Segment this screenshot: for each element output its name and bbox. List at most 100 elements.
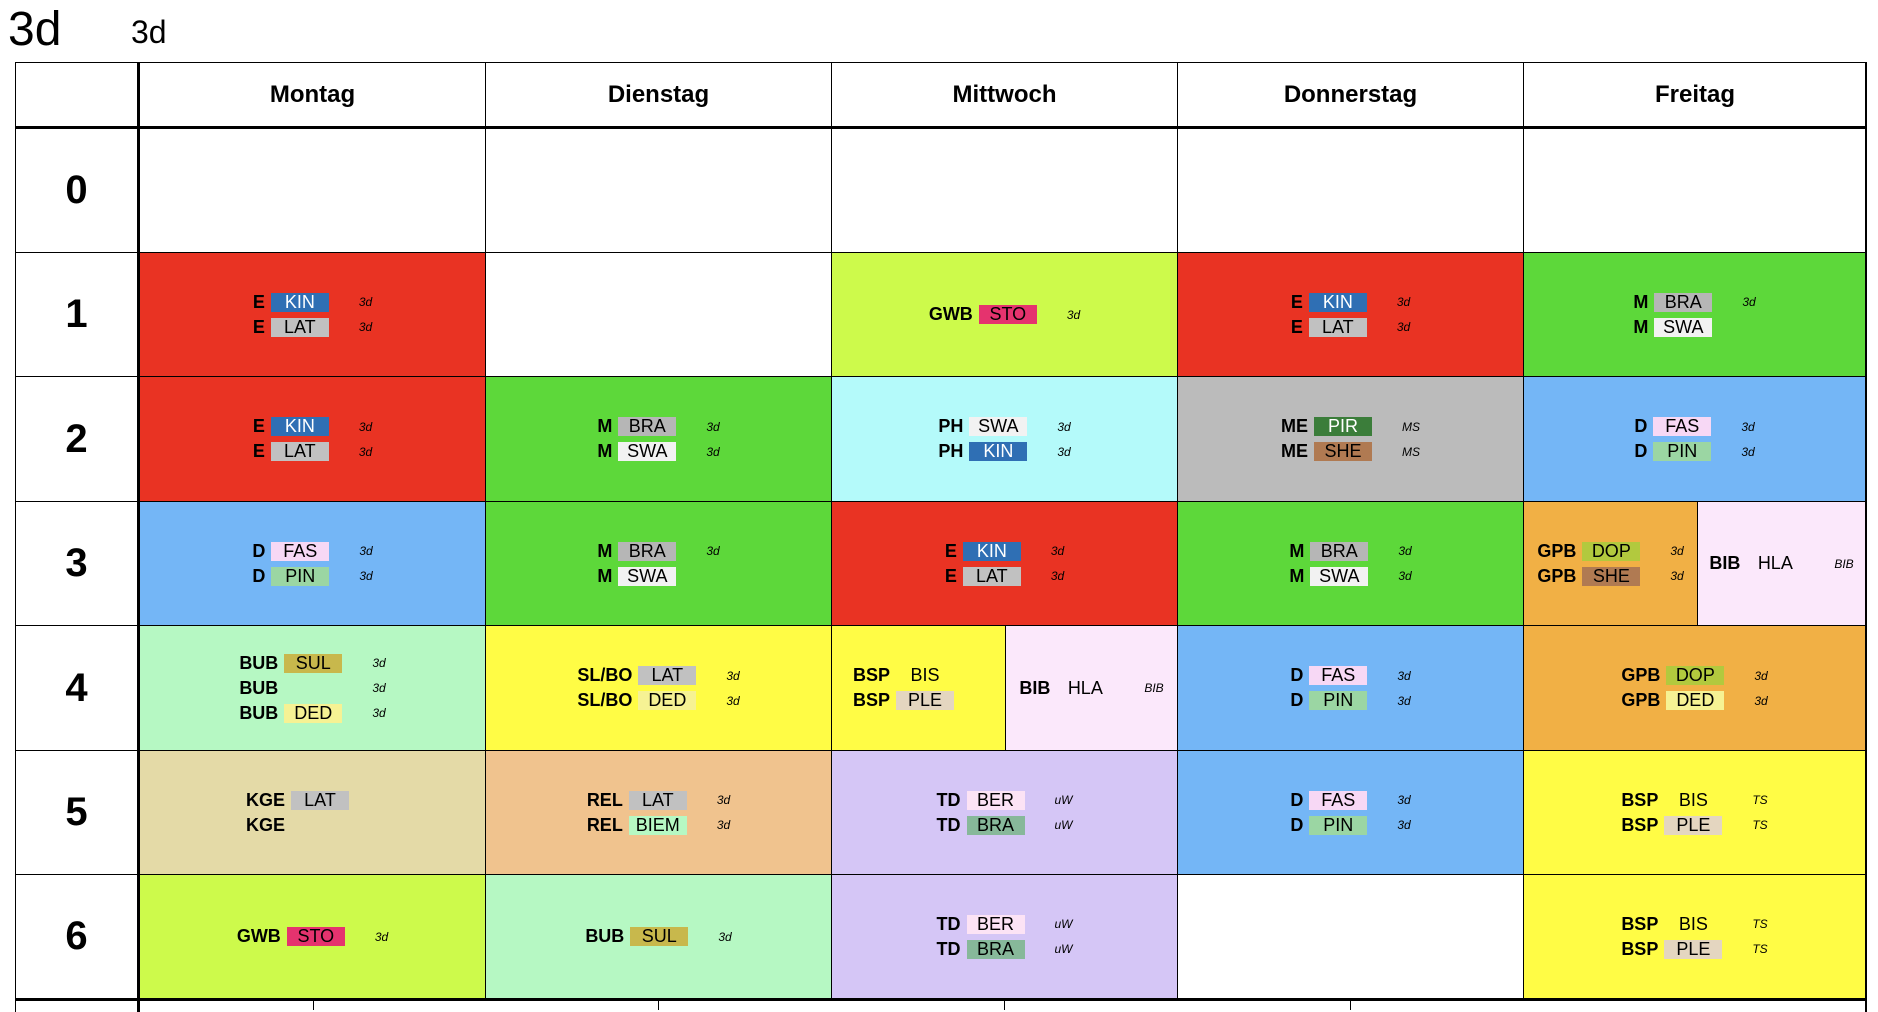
lesson-cell-di-5[interactable]: REL LAT 3d REL BIEM 3d — [486, 751, 832, 875]
next-row-divider — [313, 1000, 314, 1010]
class-code: 3d — [706, 544, 720, 558]
lesson-cell-mi-3[interactable]: E KIN 3d E LAT 3d — [832, 502, 1178, 626]
class-code: uW — [1054, 818, 1073, 832]
subject-code: TD — [936, 938, 961, 959]
teacher-code: BRA — [1654, 292, 1713, 312]
teacher-code: DOP — [1666, 666, 1725, 685]
lesson-line: BSP BIS TS — [1621, 914, 1767, 935]
day-header-montag: Montag — [140, 63, 486, 126]
lesson-cell-fr-4[interactable]: GPB DOP 3d GPB DED 3d — [1524, 626, 1866, 751]
class-code: 3d — [1050, 569, 1065, 583]
lesson-line: KGE — [246, 815, 379, 836]
lesson-cell-do-5[interactable]: D FAS 3d D PIN 3d — [1178, 751, 1524, 875]
lesson-cell-do-2[interactable]: ME PIR MS ME SHE MS — [1178, 377, 1524, 502]
teacher-code: BIS — [1678, 913, 1708, 934]
class-code: 3d — [716, 818, 731, 832]
class-code: 3d — [1741, 444, 1755, 459]
period-1: 1 — [16, 253, 137, 377]
subject-code: BUB — [239, 702, 279, 723]
day-header-freitag: Freitag — [1654, 80, 1735, 108]
subject-code: SL/BO — [577, 665, 633, 685]
lesson-cell-mi-4b[interactable]: BIB HLA BIB — [1006, 626, 1178, 751]
lesson-cell-fr-1[interactable]: M BRA 3d M SWA — [1524, 253, 1866, 377]
lesson-lines: TD BER uW TD BRA uW — [937, 914, 1073, 960]
subject-code: D — [252, 565, 266, 586]
class-code: 3d — [1050, 544, 1065, 558]
teacher-code: PIN — [1309, 815, 1368, 835]
subject-code: BUB — [239, 652, 279, 673]
empty-cell — [140, 129, 486, 253]
teacher-code: PLE — [1664, 939, 1723, 959]
class-code: 3d — [374, 929, 389, 944]
period-0: 0 — [16, 129, 137, 253]
lesson-line: TD BRA uW — [937, 815, 1073, 836]
lesson-line: E LAT 3d — [1291, 317, 1410, 338]
class-code: 3d — [358, 320, 373, 334]
lesson-cell-di-4[interactable]: SL/BO LAT 3d SL/BO DED 3d — [486, 626, 832, 751]
subject-code: REL — [586, 789, 623, 810]
lesson-cell-fr-3b[interactable]: BIB HLA BIB — [1698, 502, 1866, 626]
lesson-cell-mo-4[interactable]: BUB SUL 3d BUB 3d BUB DED 3d — [140, 626, 486, 751]
subject-code: BUB — [585, 926, 625, 946]
class-subtitle: 3d — [131, 14, 167, 50]
lesson-line: GPB SHE 3d — [1537, 566, 1684, 587]
subject-code: D — [252, 540, 266, 561]
teacher-code: SWA — [618, 442, 677, 461]
lesson-lines: E KIN 3d E LAT 3d — [253, 292, 372, 338]
lesson-lines: GPB DOP 3d GPB DED 3d — [1621, 665, 1768, 711]
subject-code: BSP — [852, 690, 890, 710]
lesson-line: BSP BIS — [853, 665, 984, 686]
subject-code: GPB — [1621, 690, 1661, 710]
lesson-lines: D FAS 3d D PIN 3d — [1290, 665, 1411, 711]
lesson-line: D PIN 3d — [1290, 814, 1411, 836]
right-edge — [1865, 62, 1867, 1012]
class-code: BIB — [1834, 556, 1854, 571]
lesson-cell-mo-5[interactable]: KGE LAT KGE — [140, 751, 486, 875]
lesson-lines: E KIN 3d E LAT 3d — [253, 416, 372, 462]
class-code: 3d — [1670, 569, 1684, 583]
class-code: uW — [1054, 917, 1073, 931]
lesson-lines: D FAS 3d D PIN 3d — [1290, 790, 1411, 836]
lesson-lines: BIB HLA BIB — [1709, 553, 1853, 574]
lesson-cell-mi-5[interactable]: TD BER uW TD BRA uW — [832, 751, 1178, 875]
lesson-cell-mi-2[interactable]: PH SWA 3d PH KIN 3d — [832, 377, 1178, 502]
class-code: MS — [1402, 419, 1420, 434]
subject-code: E — [252, 416, 265, 436]
teacher-code: BRA — [1310, 541, 1369, 561]
subject-code: D — [1290, 814, 1304, 835]
lesson-cell-di-3[interactable]: M BRA 3d M SWA — [486, 502, 832, 626]
lesson-cell-fr-3a[interactable]: GPB DOP 3d GPB SHE 3d — [1524, 502, 1698, 626]
subject-code: GPB — [1537, 540, 1577, 561]
teacher-code: PIN — [1309, 691, 1368, 710]
lesson-cell-do-4[interactable]: D FAS 3d D PIN 3d — [1178, 626, 1524, 751]
lesson-cell-mi-6[interactable]: TD BER uW TD BRA uW — [832, 875, 1178, 999]
teacher-code: SHE — [1314, 442, 1372, 461]
lesson-cell-fr-6[interactable]: BSP BIS TS BSP PLE TS — [1524, 875, 1866, 999]
teacher-code: HLA — [1067, 677, 1103, 698]
lesson-cell-mo-2[interactable]: E KIN 3d E LAT 3d — [140, 377, 486, 502]
lesson-cell-mi-1[interactable]: GWB STO 3d — [832, 253, 1178, 377]
lesson-line: D PIN 3d — [252, 565, 373, 587]
lesson-cell-do-1[interactable]: E KIN 3d E LAT 3d — [1178, 253, 1524, 377]
lesson-cell-fr-2[interactable]: D FAS 3d D PIN 3d — [1524, 377, 1866, 502]
class-code: 3d — [726, 693, 740, 708]
empty-cell — [1524, 129, 1866, 253]
lesson-cell-do-3[interactable]: M BRA 3d M SWA 3d — [1178, 502, 1524, 626]
subject-code: E — [944, 565, 957, 586]
lesson-line: SL/BO DED 3d — [577, 690, 740, 711]
lesson-cell-di-6[interactable]: BUB SUL 3d — [486, 875, 832, 999]
lesson-line: GWB STO 3d — [929, 304, 1080, 325]
lesson-cell-mi-4a[interactable]: BSP BIS BSP PLE — [832, 626, 1006, 751]
lesson-cell-mo-3[interactable]: D FAS 3d D PIN 3d — [140, 502, 486, 626]
class-code: 3d — [358, 419, 373, 434]
lesson-line: TD BER uW — [937, 914, 1073, 935]
lesson-cell-fr-5[interactable]: BSP BIS TS BSP PLE TS — [1524, 751, 1866, 875]
lesson-cell-di-2[interactable]: M BRA 3d M SWA 3d — [486, 377, 832, 502]
period-5: 5 — [16, 751, 137, 875]
lesson-cell-mo-6[interactable]: GWB STO 3d — [140, 875, 486, 999]
lesson-line: PH SWA 3d — [938, 416, 1071, 437]
class-code: 3d — [359, 544, 373, 558]
lesson-cell-mo-1[interactable]: E KIN 3d E LAT 3d — [140, 253, 486, 377]
lesson-line: D PIN 3d — [1634, 441, 1755, 462]
